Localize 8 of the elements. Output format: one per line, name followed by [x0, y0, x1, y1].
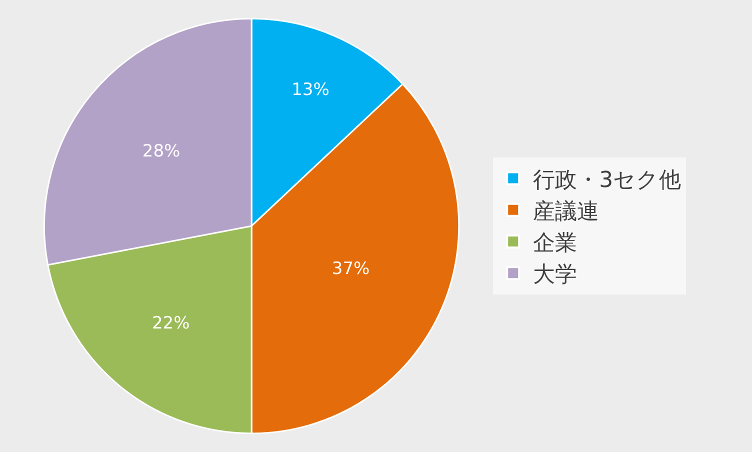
- data-label: 37%: [332, 258, 370, 279]
- data-label: 28%: [142, 141, 180, 162]
- legend-label: 企業: [533, 231, 578, 256]
- legend-label: 産議連: [533, 199, 600, 224]
- legend-label: 行政・3セク他: [533, 168, 682, 193]
- data-label: 13%: [292, 80, 330, 100]
- legend-label: 大学: [533, 262, 578, 288]
- data-label: 22%: [152, 314, 190, 334]
